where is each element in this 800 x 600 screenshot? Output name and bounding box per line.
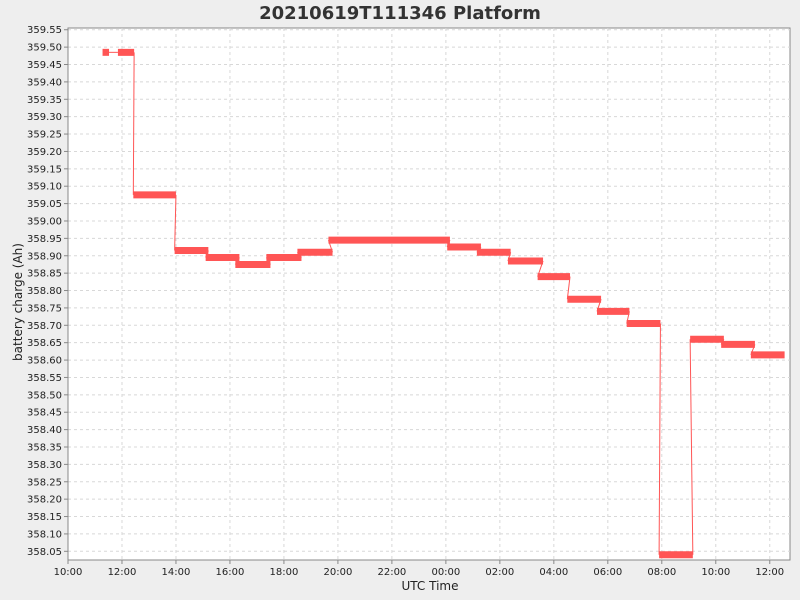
y-tick-label: 359.40 — [27, 77, 62, 88]
y-tick-label: 358.15 — [27, 512, 62, 523]
x-tick-label: 10:00 — [54, 567, 83, 578]
y-tick-label: 358.20 — [27, 495, 62, 506]
y-tick-label: 359.20 — [27, 147, 62, 158]
x-tick-label: 12:00 — [755, 567, 784, 578]
x-tick-label: 12:00 — [108, 567, 137, 578]
y-tick-label: 358.70 — [27, 321, 62, 332]
y-tick-label: 358.60 — [27, 356, 62, 367]
x-tick-label: 10:00 — [701, 567, 730, 578]
y-tick-label: 359.05 — [27, 199, 62, 210]
x-tick-label: 20:00 — [323, 567, 352, 578]
series-connector — [689, 339, 694, 555]
chart-title: 20210619T111346 Platform — [259, 3, 541, 24]
y-tick-label: 359.15 — [27, 164, 62, 175]
y-tick-label: 358.30 — [27, 460, 62, 471]
y-tick-label: 358.85 — [27, 269, 62, 280]
y-tick-label: 359.45 — [27, 60, 62, 71]
grid — [67, 28, 790, 560]
y-tick-label: 358.10 — [27, 529, 62, 540]
y-axis-label: battery charge (Ah) — [11, 243, 25, 361]
y-tick-label: 358.55 — [27, 373, 62, 384]
y-tick-label: 359.25 — [27, 130, 62, 141]
x-tick-label: 02:00 — [485, 567, 514, 578]
y-tick-label: 358.90 — [27, 251, 62, 262]
y-tick-label: 358.80 — [27, 286, 62, 297]
axes: 358.05 358.10 358.15 358.20 358.25 358.30 358.… — [27, 25, 790, 578]
x-tick-label: 18:00 — [270, 567, 299, 578]
y-tick-label: 359.50 — [27, 43, 62, 54]
series-connector — [566, 276, 571, 300]
x-axis-label: UTC Time — [402, 579, 459, 593]
y-tick-label: 359.55 — [27, 25, 62, 36]
x-tick-label: 08:00 — [647, 567, 676, 578]
x-tick-label: 16:00 — [216, 567, 245, 578]
series-battery-charge — [102, 48, 785, 559]
x-tick-label: 04:00 — [539, 567, 568, 578]
series-connector — [174, 194, 177, 251]
y-tick-label: 359.10 — [27, 182, 62, 193]
x-tick-label: 00:00 — [431, 567, 460, 578]
y-tick-label: 358.65 — [27, 338, 62, 349]
y-tick-label: 358.50 — [27, 390, 62, 401]
x-tick-label: 22:00 — [377, 567, 406, 578]
y-tick-label: 358.25 — [27, 477, 62, 488]
y-tick-label: 358.95 — [27, 234, 62, 245]
y-tick-label: 359.30 — [27, 112, 62, 123]
y-tick-label: 358.35 — [27, 442, 62, 453]
y-tick-label: 359.00 — [27, 216, 62, 227]
y-tick-label: 358.40 — [27, 425, 62, 436]
y-tick-label: 358.05 — [27, 547, 62, 558]
y-tick-label: 358.75 — [27, 303, 62, 314]
x-tick-label: 06:00 — [593, 567, 622, 578]
x-tick-label: 14:00 — [162, 567, 191, 578]
series-connector — [658, 323, 661, 555]
y-tick-label: 358.45 — [27, 408, 62, 419]
series-connector — [132, 52, 135, 195]
y-tick-label: 359.35 — [27, 95, 62, 106]
